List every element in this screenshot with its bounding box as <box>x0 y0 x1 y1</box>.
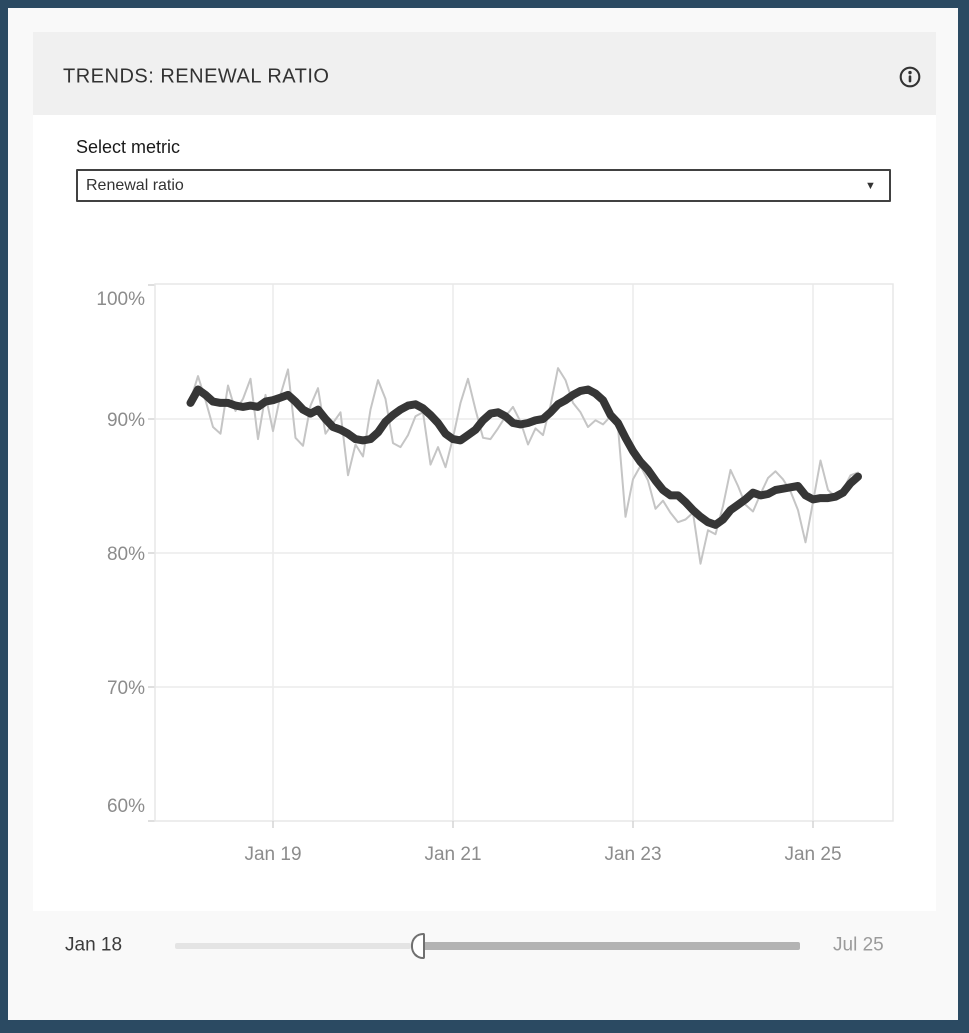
metric-selector-label: Select metric <box>76 137 181 157</box>
info-icon[interactable] <box>898 65 922 89</box>
slider-track-unselected[interactable] <box>175 943 412 949</box>
metric-dropdown[interactable]: Renewal ratio ▼ <box>76 169 891 202</box>
info-circle-icon <box>899 66 921 87</box>
slider-start-label: Jan 18 <box>65 934 123 956</box>
x-tick-label: Jan 19 <box>244 844 301 865</box>
chart-card: Select metric Renewal ratio ▼ Jan 19 Jan … <box>33 115 936 911</box>
metric-dropdown-value: Renewal ratio <box>86 176 184 194</box>
y-tick-label: 60% <box>107 796 145 817</box>
time-slider-track[interactable] <box>175 933 800 959</box>
plot-border <box>154 283 894 822</box>
y-tick-label: 70% <box>107 678 145 699</box>
slider-end-label: Jul 25 <box>833 934 884 956</box>
series-line-smoothed-trend[interactable] <box>186 385 862 529</box>
widget-header: TRENDS: RENEWAL RATIO <box>33 32 936 121</box>
x-tick-label: Jan 25 <box>784 844 841 865</box>
dashboard-background: TRENDS: RENEWAL RATIO Select metric Rene… <box>8 8 958 1020</box>
x-tick-label: Jan 23 <box>604 844 661 865</box>
widget-title: TRENDS: RENEWAL RATIO <box>63 65 330 87</box>
y-tick-label: 80% <box>107 544 145 565</box>
slider-track-selected[interactable] <box>423 942 800 950</box>
caret-down-icon: ▼ <box>865 179 876 192</box>
renewal-ratio-line-chart[interactable]: Jan 19 Jan 21 Jan 23 Jan 25 100% 90% 80% 70% 60% <box>33 115 936 911</box>
x-tick-label: Jan 21 <box>424 844 481 865</box>
y-tick-label: 90% <box>107 410 145 431</box>
time-slider-handle[interactable] <box>411 933 426 959</box>
time-filter-section: Jan 18 Jul 25 <box>8 911 958 1020</box>
y-tick-label: 100% <box>96 289 145 310</box>
series-line-monthly-renewal-ratio[interactable] <box>189 367 859 565</box>
